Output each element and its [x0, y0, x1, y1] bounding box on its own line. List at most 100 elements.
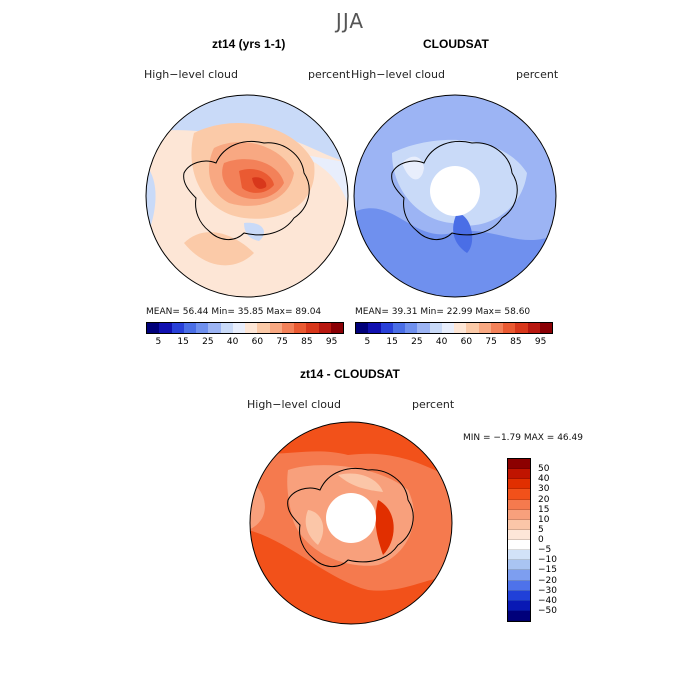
colorbar-swatch — [232, 323, 245, 333]
colorbar-level-label: 10 — [538, 514, 550, 525]
colorbar-tick-label: 60 — [460, 337, 473, 347]
colorbar-swatch — [257, 323, 270, 333]
colorbar-swatch — [508, 610, 530, 621]
colorbar-tick-label: 85 — [510, 337, 522, 347]
stats-model: MEAN= 56.44 Min= 35.85 Max= 89.04 — [146, 307, 322, 317]
colorbar-swatch — [196, 323, 209, 333]
colorbar-tick-label: 15 — [177, 337, 189, 347]
colorbar-level-label: −10 — [538, 555, 557, 566]
colorbar-level-label: 15 — [538, 504, 550, 515]
colorbar-level-label: 5 — [538, 524, 544, 535]
colorbar-swatch — [508, 469, 530, 480]
colorbar-swatch — [356, 323, 369, 333]
colorbar-level-label: −50 — [538, 605, 557, 616]
colorbar-swatch — [508, 540, 530, 551]
difference-minmax: MIN = −1.79 MAX = 46.49 — [463, 433, 583, 443]
colorbar-tick-label: 25 — [411, 337, 423, 347]
colorbar-swatch — [318, 323, 331, 333]
colorbar-swatch — [466, 323, 479, 333]
colorbar-cloudsat: 5 15 25 40 60 75 85 95 — [355, 322, 553, 348]
panel-title-difference: zt14 - CLOUDSAT — [300, 367, 400, 381]
colorbar-difference — [507, 458, 531, 622]
panel-units-cloudsat: percent — [516, 68, 559, 81]
colorbar-swatch — [429, 323, 442, 333]
colorbar-level-label: 0 — [538, 535, 544, 545]
colorbar-swatch — [405, 323, 418, 333]
colorbar-tick-label: 95 — [534, 337, 547, 347]
colorbar-tick-label: 5 — [364, 337, 371, 347]
panel-title-cloudsat: CLOUDSAT — [423, 37, 489, 51]
colorbar-swatch — [508, 560, 530, 571]
colorbar-swatch — [508, 459, 530, 470]
colorbar-swatch — [281, 323, 294, 333]
colorbar-swatch — [508, 499, 530, 510]
colorbar-swatch — [380, 323, 393, 333]
panel-units-model: percent — [308, 68, 351, 81]
colorbar-swatch — [220, 323, 233, 333]
colorbar-swatch — [508, 570, 530, 581]
colorbar-swatch — [508, 590, 530, 601]
colorbar-tick-label: 25 — [202, 337, 214, 347]
antarctica-coastline — [391, 140, 518, 240]
antarctica-coastline — [287, 467, 414, 567]
colorbar-swatch — [147, 323, 160, 333]
colorbar-swatch — [208, 323, 221, 333]
colorbar-swatch — [245, 323, 258, 333]
colorbar-level-label: −40 — [538, 595, 557, 606]
colorbar-level-label: 30 — [538, 484, 550, 495]
colorbar-level-label: −20 — [538, 575, 557, 586]
panel-units-difference: percent — [412, 398, 455, 411]
colorbar-swatch — [490, 323, 503, 333]
colorbar-swatch — [183, 323, 196, 333]
colorbar-tick-label: 60 — [251, 337, 264, 347]
colorbar-swatch — [392, 323, 405, 333]
colorbar-tick-label: 95 — [325, 337, 338, 347]
colorbar-swatch — [171, 323, 184, 333]
colorbar-swatch — [330, 323, 343, 333]
panel-subtitle-difference: High−level cloud — [247, 398, 341, 411]
colorbar-swatch — [478, 323, 491, 333]
map-model-high-cloud — [145, 94, 349, 298]
colorbar-swatch — [159, 323, 172, 333]
panel-subtitle-model: High−level cloud — [144, 68, 238, 81]
colorbar-swatch — [294, 323, 307, 333]
colorbar-level-label: 40 — [538, 474, 550, 485]
colorbar-swatch — [527, 323, 540, 333]
colorbar-level-label: −30 — [538, 585, 557, 596]
colorbar-level-label: 20 — [538, 494, 550, 505]
colorbar-swatch — [508, 550, 530, 561]
map-difference-high-cloud — [249, 421, 453, 625]
colorbar-tick-label: 75 — [276, 337, 288, 347]
colorbar-swatch — [368, 323, 381, 333]
colorbar-swatch — [508, 519, 530, 530]
colorbar-swatch — [508, 580, 530, 591]
season-title: JJA — [335, 9, 365, 33]
colorbar-swatch — [417, 323, 430, 333]
colorbar-tick-label: 85 — [301, 337, 313, 347]
colorbar-tick-label: 75 — [485, 337, 497, 347]
colorbar-tick-label: 40 — [435, 337, 448, 347]
colorbar-swatch — [508, 479, 530, 490]
colorbar-swatch — [269, 323, 282, 333]
colorbar-swatch — [306, 323, 319, 333]
panel-subtitle-cloudsat: High−level cloud — [351, 68, 445, 81]
colorbar-swatch — [503, 323, 516, 333]
antarctica-coastline — [183, 140, 310, 240]
map-cloudsat-high-cloud — [353, 94, 557, 298]
colorbar-swatch — [441, 323, 454, 333]
colorbar-level-label: −5 — [538, 545, 552, 556]
colorbar-model: 5 15 25 40 60 75 85 95 — [146, 322, 344, 348]
colorbar-swatch — [539, 323, 552, 333]
colorbar-swatch — [515, 323, 528, 333]
colorbar-swatch — [508, 509, 530, 520]
colorbar-swatch — [508, 529, 530, 540]
stats-cloudsat: MEAN= 39.31 Min= 22.99 Max= 58.60 — [355, 307, 531, 317]
colorbar-swatch — [454, 323, 467, 333]
colorbar-swatch — [508, 489, 530, 500]
colorbar-level-label: 50 — [538, 464, 550, 475]
colorbar-swatch — [508, 600, 530, 611]
colorbar-tick-label: 5 — [155, 337, 162, 347]
colorbar-level-label: −15 — [538, 565, 557, 576]
panel-title-model: zt14 (yrs 1-1) — [212, 37, 286, 51]
colorbar-tick-label: 40 — [226, 337, 239, 347]
